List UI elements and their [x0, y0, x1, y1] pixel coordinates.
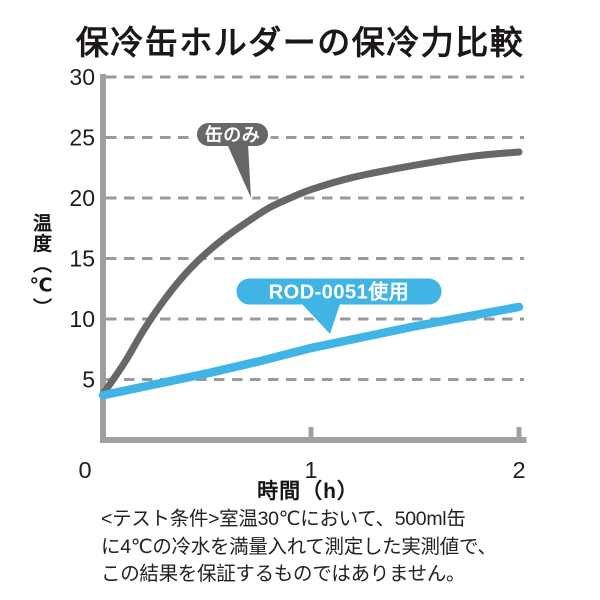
- callout-can-only-tail-fill: [228, 144, 251, 198]
- series-line-can-only: [99, 148, 523, 398]
- y-tick-label-10: 10: [69, 306, 95, 332]
- y-tick-label-15: 15: [69, 246, 95, 272]
- y-tick-label-25: 25: [69, 125, 95, 151]
- note-line-3: この結果を保証するものではありません。: [101, 563, 466, 585]
- test-conditions-note: <テスト条件>室温30℃において、500ml缶 に4℃の冷水を満量入れて測定した…: [101, 506, 497, 589]
- y-tick-label-5: 5: [82, 367, 95, 393]
- chart-title: 保冷缶ホルダーの保冷力比較: [75, 24, 525, 61]
- x-tick-label-1: 1: [304, 457, 317, 483]
- x-axis-title: 時間（h）: [257, 480, 359, 503]
- y-tick-label-30: 30: [69, 64, 95, 90]
- series-line-rod-0051: [98, 302, 524, 400]
- x-tick-label-0: 0: [78, 457, 91, 483]
- callout-rod-0051-label: ROD-0051使用: [269, 280, 410, 304]
- callout-can-only-label: 缶のみ: [205, 124, 261, 145]
- x-tick-label-2: 2: [512, 457, 525, 483]
- note-line-2: に4℃の冷水を満量入れて測定した実測値で、: [101, 535, 497, 558]
- y-axis-title: 温度（℃）: [30, 213, 51, 319]
- callout-rod-0051-tail-fill: [302, 304, 340, 334]
- note-line-1: <テスト条件>室温30℃において、500ml缶: [101, 508, 466, 530]
- y-tick-label-20: 20: [69, 185, 95, 211]
